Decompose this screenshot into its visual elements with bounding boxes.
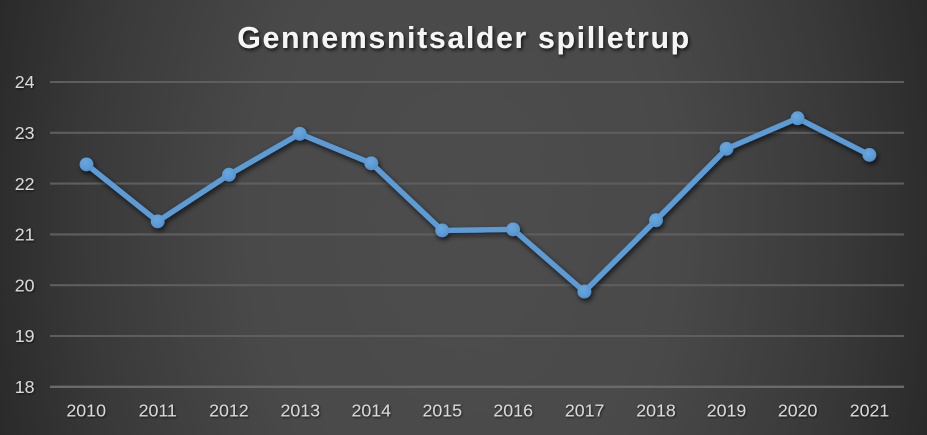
svg-text:2014: 2014	[352, 401, 392, 421]
svg-text:2015: 2015	[423, 401, 463, 421]
svg-text:18: 18	[15, 377, 35, 397]
svg-text:2019: 2019	[707, 401, 747, 421]
svg-text:2017: 2017	[565, 401, 605, 421]
svg-text:2018: 2018	[636, 401, 676, 421]
svg-text:21: 21	[15, 225, 35, 245]
svg-text:20: 20	[15, 275, 35, 295]
svg-text:19: 19	[15, 326, 35, 346]
svg-text:24: 24	[15, 72, 35, 92]
svg-text:22: 22	[15, 174, 35, 194]
svg-text:2011: 2011	[139, 401, 177, 421]
svg-text:2012: 2012	[209, 401, 249, 421]
svg-text:2016: 2016	[493, 401, 533, 421]
svg-text:2013: 2013	[281, 401, 321, 421]
svg-text:23: 23	[15, 123, 35, 143]
svg-text:2020: 2020	[778, 401, 818, 421]
svg-text:2010: 2010	[66, 401, 106, 421]
svg-text:2021: 2021	[850, 401, 890, 421]
svg-text:Gennemsnitsalder spilletrup: Gennemsnitsalder spilletrup	[237, 21, 691, 55]
